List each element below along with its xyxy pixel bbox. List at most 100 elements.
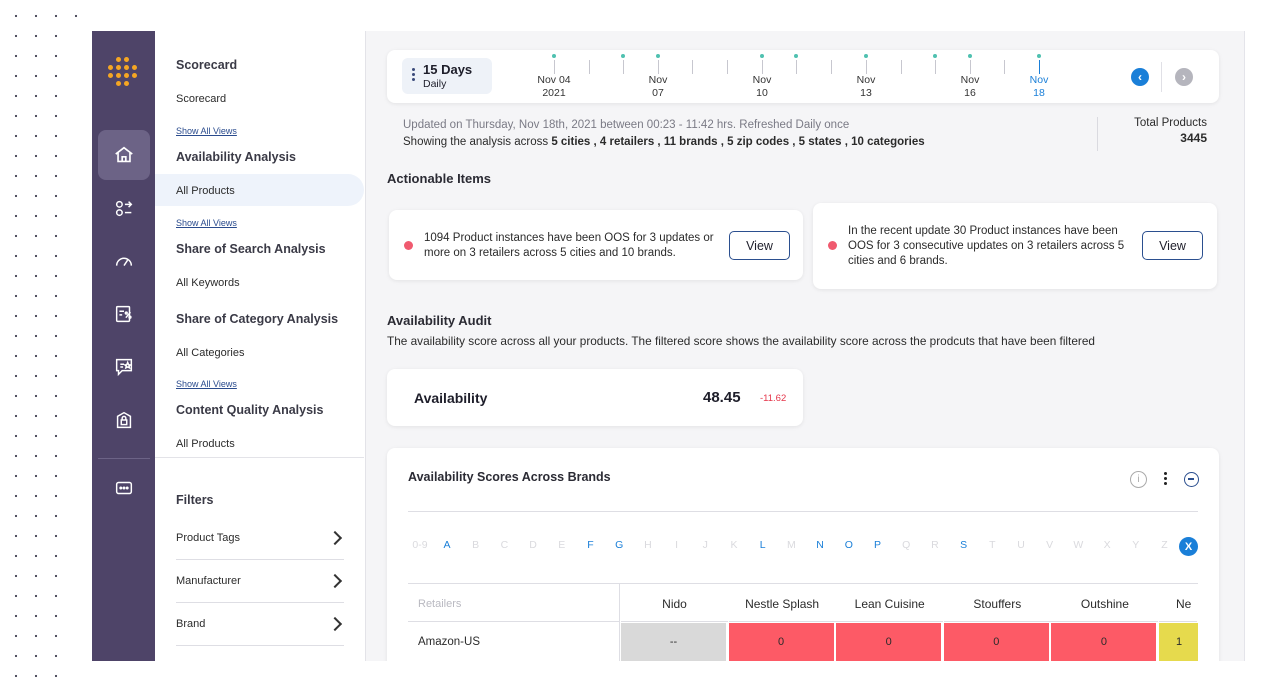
alphabet-letter: B [472, 539, 480, 551]
collapse-icon[interactable] [1184, 472, 1199, 487]
nav-item-content-all-products[interactable]: All Products [176, 438, 235, 450]
timeline-date[interactable]: Nov 07 [628, 74, 688, 100]
nav-heading-scorecard: Scorecard [176, 58, 238, 72]
timeline-tick [1037, 54, 1041, 74]
clear-filter-button[interactable]: X [1179, 537, 1198, 556]
app-window: Scorecard Scorecard Show All Views Avail… [92, 31, 1245, 661]
date-day: 2021 [542, 87, 566, 99]
kebab-menu-icon [412, 68, 416, 84]
score-cell[interactable]: 0 [943, 623, 1049, 661]
filter-label: Brand [176, 618, 206, 630]
alphabet-letter: Y [1132, 539, 1140, 551]
filter-product-tags[interactable]: Product Tags [176, 517, 344, 560]
timeline-next-button[interactable]: › [1175, 68, 1193, 86]
alphabet-letter: M [787, 539, 796, 551]
brand-column-header[interactable]: Stouffers [943, 584, 1051, 622]
timeline-tick [831, 60, 832, 74]
date-month: Nov [752, 74, 772, 86]
nav-item-all-keywords[interactable]: All Keywords [176, 277, 240, 289]
timeline-tick [933, 54, 937, 74]
date-day: 16 [964, 87, 976, 99]
nav-item-availability-all-products[interactable]: All Products [176, 185, 235, 197]
home-icon[interactable] [98, 130, 150, 180]
alphabet-letter[interactable]: A [443, 539, 451, 551]
total-products: Total Products 3445 [1097, 117, 1207, 151]
timeline-tick [901, 60, 902, 74]
alphabet-letter: J [702, 539, 708, 551]
alphabet-letter: T [989, 539, 996, 551]
alphabet-letter[interactable]: S [960, 539, 968, 551]
alphabet-letter[interactable]: N [816, 539, 824, 551]
view-button[interactable]: View [729, 231, 790, 260]
alphabet-letter[interactable]: P [873, 539, 881, 551]
brand-column-header[interactable]: Ne [1159, 584, 1197, 622]
timeline-tick [692, 60, 693, 74]
timeline-prev-button[interactable]: ‹ [1131, 68, 1149, 86]
alphabet-letter: W [1073, 539, 1084, 551]
timeline-date-current[interactable]: Nov 18 [1009, 74, 1069, 100]
scope-values: 5 cities , 4 retailers , 11 brands , 5 z… [551, 136, 925, 148]
date-month: Nov [856, 74, 876, 86]
more-apps-icon[interactable] [98, 463, 150, 513]
actionable-item-text: 1094 Product instances have been OOS for… [424, 232, 714, 259]
nav-item-scorecard[interactable]: Scorecard [176, 93, 227, 105]
timeline-date[interactable]: Nov 16 [940, 74, 1000, 100]
score-cell[interactable]: 0 [836, 623, 942, 661]
filter-manufacturer[interactable]: Manufacturer [176, 560, 344, 603]
brand-column-header[interactable]: Lean Cuisine [836, 584, 944, 622]
date-day: 13 [860, 87, 872, 99]
show-all-views-link[interactable]: Show All Views [176, 126, 237, 136]
score-cell[interactable]: 1 [1159, 623, 1198, 661]
info-icon[interactable]: i [1130, 471, 1147, 488]
availability-score-card: Availability 48.45 -11.62 [387, 369, 803, 426]
alert-dot-icon [828, 241, 837, 250]
app-logo[interactable] [106, 55, 140, 89]
score-cell[interactable]: 0 [728, 623, 834, 661]
show-all-views-link[interactable]: Show All Views [176, 218, 237, 228]
alphabet-letter: V [1046, 539, 1054, 551]
alphabet-letter: Z [1161, 539, 1168, 551]
actionable-item-text: In the recent update 30 Product instance… [848, 225, 1125, 267]
chevron-right-icon [327, 573, 343, 589]
alphabet-letter: R [931, 539, 939, 551]
brand-column-header[interactable]: Nestle Splash [728, 584, 836, 622]
filters-heading: Filters [176, 493, 214, 507]
brand-column-header[interactable]: Outshine [1051, 584, 1159, 622]
timeline-tick [727, 60, 728, 74]
date-range-selector[interactable]: 15 Days Daily [402, 58, 492, 94]
alphabet-letter[interactable]: F [587, 539, 594, 551]
filter-brand[interactable]: Brand [176, 603, 344, 646]
timeline-date[interactable]: Nov 04 2021 [524, 74, 584, 100]
nav-item-all-categories[interactable]: All Categories [176, 347, 245, 359]
score-cell[interactable]: -- [621, 623, 726, 661]
timeline-tick [552, 54, 556, 74]
date-month: Nov [960, 74, 980, 86]
gauge-icon[interactable] [98, 236, 150, 286]
actionable-item-card: 1094 Product instances have been OOS for… [389, 210, 803, 280]
percent-report-icon[interactable] [98, 289, 150, 339]
more-options-icon[interactable] [1164, 472, 1168, 488]
alphabet-letter[interactable]: L [759, 539, 766, 551]
users-icon[interactable] [98, 183, 150, 233]
timeline-date[interactable]: Nov 13 [836, 74, 896, 100]
brand-column-header[interactable]: Nido [621, 584, 728, 622]
date-timeline: 15 Days Daily Nov 04 2021 Nov 07 Nov 10 Nov… [387, 50, 1219, 103]
timeline-tick [794, 54, 798, 74]
star-review-icon[interactable] [98, 342, 150, 392]
date-day: 07 [652, 87, 664, 99]
view-button[interactable]: View [1142, 231, 1203, 260]
total-products-value: 3445 [1180, 131, 1207, 145]
brand-scores-card: Availability Scores Across Brands i X 0-… [387, 448, 1219, 661]
show-all-views-link[interactable]: Show All Views [176, 379, 237, 389]
timeline-date[interactable]: Nov 10 [732, 74, 792, 100]
alphabet-letter: 0-9 [412, 539, 428, 551]
timeline-tick [621, 54, 625, 74]
nav-divider [155, 457, 364, 458]
alphabet-letter: Q [902, 539, 911, 551]
filter-label: Manufacturer [176, 575, 241, 587]
alphabet-letter: U [1017, 539, 1025, 551]
alphabet-letter[interactable]: G [615, 539, 624, 551]
score-cell[interactable]: 0 [1051, 623, 1157, 661]
alphabet-letter[interactable]: O [844, 539, 853, 551]
content-lock-icon[interactable] [98, 395, 150, 445]
